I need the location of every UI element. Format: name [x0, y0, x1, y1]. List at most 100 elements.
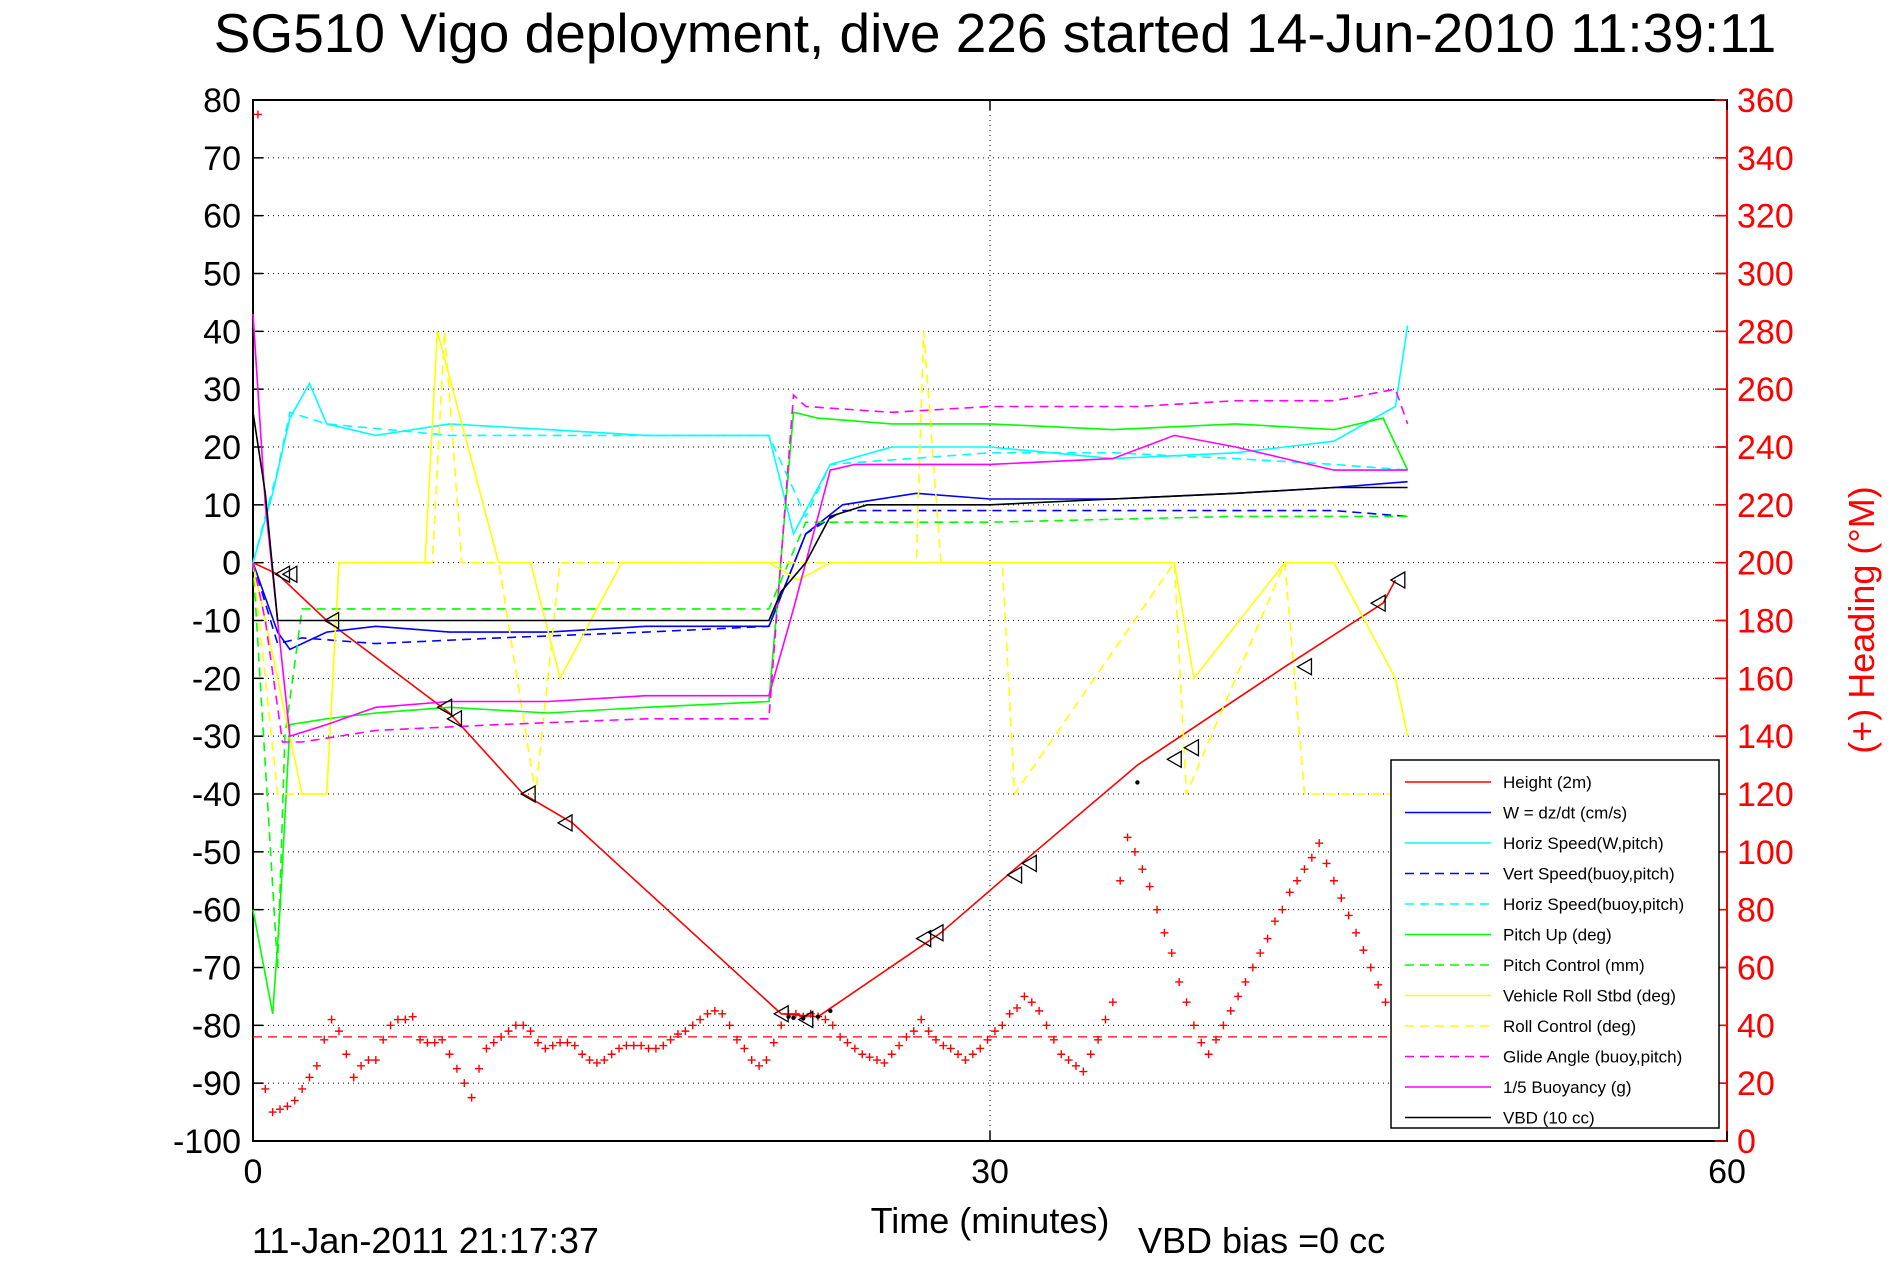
heading-point-35: [511, 1021, 520, 1030]
heading-point-128: [1197, 1038, 1206, 1047]
left-tick-label-15: -70: [192, 950, 241, 988]
legend-label-9: Glide Angle (buoy,pitch): [1503, 1048, 1682, 1067]
heading-point-56: [666, 1035, 675, 1044]
heading-point-129: [1204, 1050, 1213, 1059]
left-tick-label-4: 40: [203, 313, 241, 351]
heading-point-58: [681, 1027, 690, 1036]
legend: Height (2m) W = dz/dt (cm/s) Horiz Speed(W…: [1390, 759, 1720, 1129]
heading-point-83: [865, 1053, 874, 1062]
triangle-marker-17: [1389, 570, 1406, 590]
heading-point-20: [401, 1015, 410, 1024]
heading-point-47: [600, 1056, 609, 1065]
heading-point-103: [1013, 1003, 1022, 1012]
right-tick-label-7: 220: [1737, 487, 1794, 525]
legend-label-2: Horiz Speed(W,pitch): [1503, 834, 1664, 853]
heading-point-3: [276, 1105, 285, 1114]
heading-point-24: [430, 1038, 439, 1047]
series-line-10: [252, 313, 1408, 738]
heading-point-41: [556, 1038, 565, 1047]
heading-point-63: [718, 1009, 727, 1018]
right-tick-label-11: 140: [1737, 718, 1794, 756]
right-tick-label-16: 40: [1737, 1007, 1775, 1045]
heading-point-32: [489, 1038, 498, 1047]
left-tick-label-3: 50: [203, 256, 241, 294]
heading-point-21: [408, 1012, 417, 1021]
series-line-9: [252, 388, 1409, 743]
triangle-marker-5: [519, 784, 536, 804]
heading-point-36: [519, 1021, 528, 1030]
heading-point-146: [1329, 876, 1338, 885]
heading-point-152: [1374, 980, 1383, 989]
left-tick-label-18: -100: [173, 1123, 241, 1161]
heading-point-13: [349, 1073, 358, 1082]
heading-point-92: [931, 1035, 940, 1044]
heading-point-89: [909, 1027, 918, 1036]
heading-point-43: [570, 1041, 579, 1050]
heading-point-22: [416, 1035, 425, 1044]
heading-point-19: [393, 1015, 402, 1024]
right-y-axis-label: (+) Heading (°M): [1841, 486, 1882, 753]
heading-point-79: [836, 1032, 845, 1041]
heading-point-136: [1256, 949, 1265, 958]
dot-marker-0: [1135, 780, 1140, 785]
heading-point-28: [460, 1079, 469, 1088]
triangle-marker-12: [1020, 854, 1037, 873]
heading-point-98: [976, 1044, 985, 1053]
heading-point-6: [298, 1084, 307, 1093]
right-tick-label-10: 160: [1737, 660, 1794, 698]
left-tick-label-11: -30: [192, 718, 241, 756]
legend-label-8: Roll Control (deg): [1503, 1017, 1636, 1036]
heading-point-60: [696, 1015, 705, 1024]
heading-point-94: [946, 1044, 955, 1053]
heading-point-4: [283, 1102, 292, 1111]
heading-point-2: [268, 1108, 277, 1117]
heading-point-44: [578, 1050, 587, 1059]
heading-point-62: [710, 1006, 719, 1015]
heading-point-45: [585, 1056, 594, 1065]
heading-point-14: [357, 1061, 366, 1070]
triangle-marker-0: [274, 565, 291, 584]
legend-label-6: Pitch Control (mm): [1503, 956, 1645, 975]
heading-point-125: [1175, 977, 1184, 986]
heading-point-131: [1219, 1021, 1228, 1030]
heading-point-109: [1057, 1050, 1066, 1059]
left-tick-label-6: 20: [203, 429, 241, 467]
heading-point-96: [961, 1056, 970, 1065]
heading-point-15: [364, 1056, 373, 1065]
legend-label-4: Horiz Speed(buoy,pitch): [1503, 895, 1684, 914]
heading-point-55: [659, 1041, 668, 1050]
heading-point-123: [1160, 928, 1169, 937]
heading-point-9: [320, 1035, 329, 1044]
left-tick-label-1: 70: [203, 140, 241, 178]
triangle-marker-8: [797, 1010, 814, 1029]
heading-point-16: [371, 1056, 380, 1065]
right-y-axis: 3603403203002802602402202001801601401201…: [1715, 82, 1794, 1161]
marker-layer: [274, 565, 1406, 1029]
heading-point-68: [755, 1061, 764, 1070]
heading-point-42: [563, 1038, 572, 1047]
heading-point-78: [828, 1021, 837, 1030]
left-tick-label-12: -40: [192, 776, 241, 814]
x-tick-label-2: 60: [1708, 1153, 1746, 1191]
heading-point-120: [1138, 865, 1147, 874]
heading-point-48: [607, 1050, 616, 1059]
heading-point-138: [1270, 917, 1279, 926]
heading-point-105: [1027, 998, 1036, 1007]
left-tick-label-0: 80: [203, 82, 241, 120]
legend-label-10: 1/5 Buoyancy (g): [1503, 1078, 1632, 1097]
heading-point-33: [497, 1032, 506, 1041]
heading-point-150: [1359, 946, 1368, 955]
right-tick-label-12: 120: [1737, 776, 1794, 814]
heading-layer: [253, 110, 1403, 1117]
triangle-marker-11: [1006, 865, 1023, 885]
left-tick-label-7: 10: [203, 487, 241, 525]
right-tick-label-13: 100: [1737, 834, 1794, 872]
dot-marker-1: [786, 1014, 791, 1019]
legend-label-5: Pitch Up (deg): [1503, 926, 1612, 945]
heading-point-82: [858, 1050, 867, 1059]
heading-point-53: [644, 1044, 653, 1053]
triangle-marker-9: [915, 929, 932, 948]
heading-point-130: [1212, 1035, 1221, 1044]
heading-point-145: [1322, 859, 1331, 868]
legend-label-1: W = dz/dt (cm/s): [1503, 804, 1627, 823]
